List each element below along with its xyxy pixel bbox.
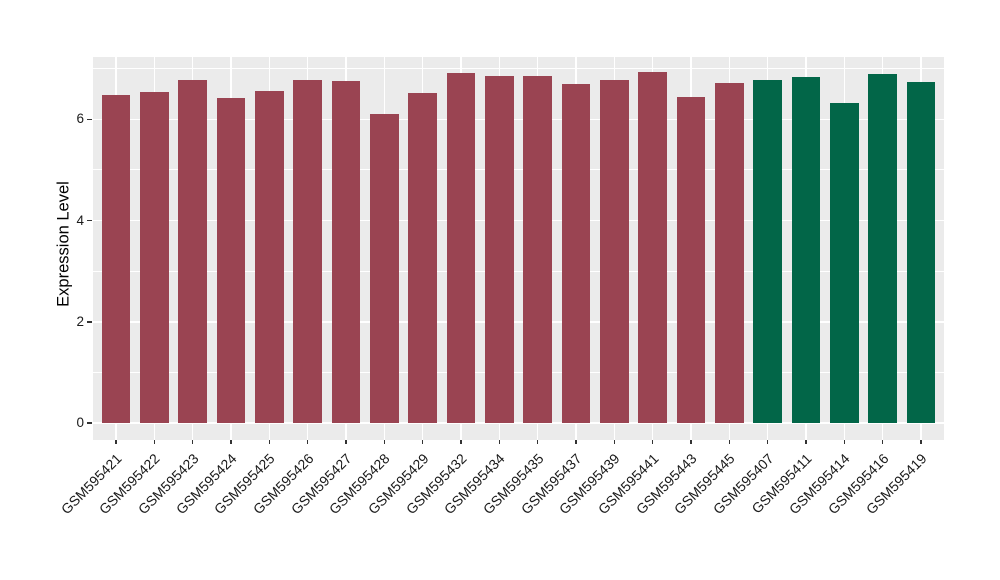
y-tick-label: 2 xyxy=(76,313,84,329)
x-tick-mark xyxy=(766,440,769,444)
y-tick-mark xyxy=(87,118,92,120)
x-tick-mark xyxy=(230,440,232,444)
y-tick-label: 4 xyxy=(76,212,84,228)
bar xyxy=(638,72,668,423)
bar xyxy=(408,93,438,423)
x-tick-mark xyxy=(345,440,347,444)
bar xyxy=(101,95,131,423)
gridline-horizontal-major xyxy=(93,219,944,222)
gridline-horizontal-minor xyxy=(93,68,944,70)
x-tick-mark xyxy=(843,440,846,444)
bar xyxy=(676,97,706,423)
x-tick-mark xyxy=(268,440,271,444)
bar xyxy=(254,91,284,423)
x-tick-mark xyxy=(421,440,424,444)
gridline-horizontal-minor xyxy=(93,270,944,272)
x-tick-mark xyxy=(728,440,731,444)
bar xyxy=(829,102,859,423)
y-tick-mark xyxy=(87,321,92,323)
gridline-horizontal-minor xyxy=(93,169,944,171)
bar xyxy=(216,98,246,423)
bar xyxy=(868,74,898,423)
x-tick-mark xyxy=(191,440,194,444)
bar xyxy=(446,73,476,423)
x-tick-mark xyxy=(383,440,386,444)
bar xyxy=(599,80,629,423)
x-tick-mark xyxy=(498,440,501,444)
bar xyxy=(331,81,361,423)
chart-panel xyxy=(93,57,944,440)
x-tick-mark xyxy=(920,440,922,444)
bar xyxy=(523,76,553,423)
x-tick-mark xyxy=(805,440,807,444)
bar xyxy=(714,83,744,423)
gridline-horizontal-minor xyxy=(93,371,944,373)
x-tick-mark xyxy=(651,440,654,444)
y-tick-mark xyxy=(87,422,92,424)
y-tick-mark xyxy=(87,219,92,222)
x-tick-mark xyxy=(306,440,309,444)
y-tick-label: 0 xyxy=(76,415,84,430)
bar xyxy=(753,79,783,423)
bar xyxy=(484,76,514,423)
x-tick-mark xyxy=(690,440,692,444)
gridline-horizontal-major xyxy=(93,422,944,424)
x-tick-mark xyxy=(460,440,462,444)
x-tick-mark xyxy=(881,440,884,444)
y-axis-title: Expression Level xyxy=(54,181,73,307)
x-tick-mark xyxy=(153,440,156,444)
y-tick-label: 6 xyxy=(76,111,84,127)
x-tick-mark xyxy=(575,440,577,444)
gridline-horizontal-major xyxy=(93,118,944,120)
gridline-horizontal-major xyxy=(93,321,944,323)
bar xyxy=(139,91,169,423)
x-tick-mark xyxy=(613,440,616,444)
bar xyxy=(561,84,591,423)
bar xyxy=(293,80,323,423)
bar xyxy=(791,77,821,423)
bar xyxy=(369,114,399,423)
x-tick-mark xyxy=(115,440,117,444)
bar xyxy=(906,82,936,423)
x-tick-mark xyxy=(536,440,539,444)
bar xyxy=(178,80,208,423)
